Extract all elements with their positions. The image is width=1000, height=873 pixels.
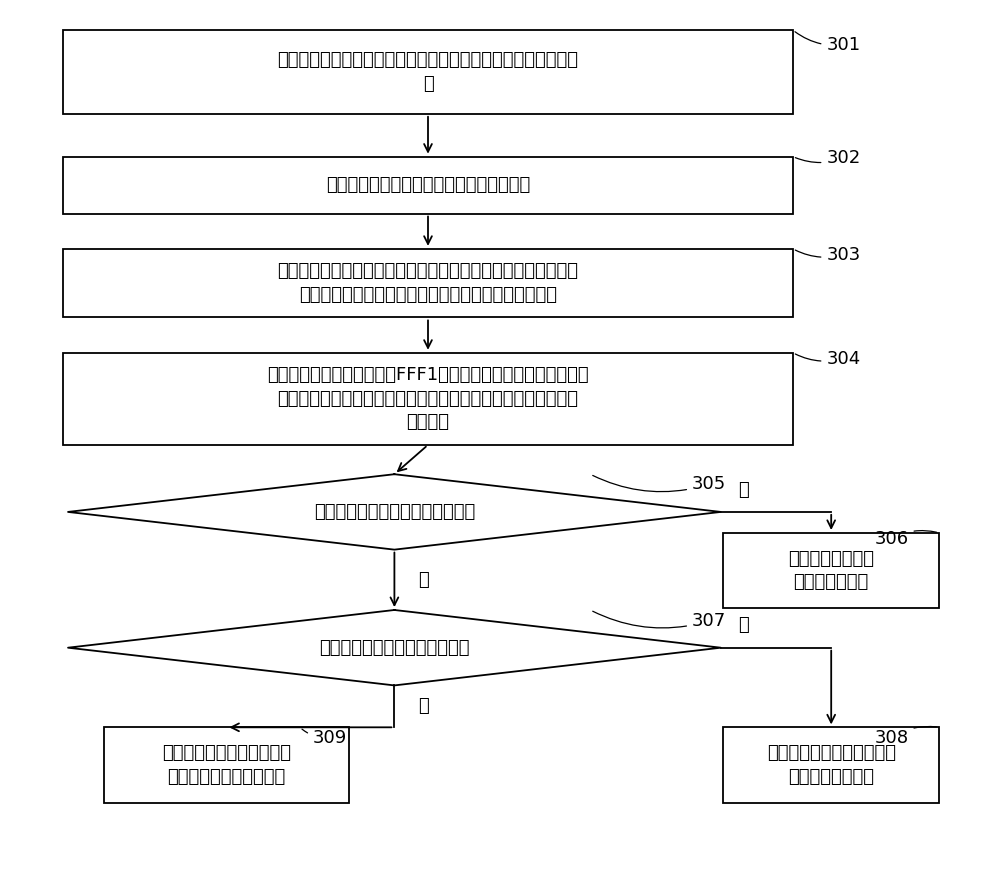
Text: 双连接小小区基站将现有用
户释放，接入双连接用户: 双连接小小区基站将现有用 户释放，接入双连接用户 [162, 744, 291, 786]
Polygon shape [68, 474, 721, 550]
Text: 是: 是 [418, 698, 429, 715]
Text: 宏小区基站将预留的双连接用户标识值范围指示给所有小小区基
站: 宏小区基站将预留的双连接用户标识值范围指示给所有小小区基 站 [278, 52, 578, 93]
Text: 宏小区基站从预留的双连接用户标识值范围中，为双连接用户分
配宏小区基站与双连接小小区基站共用的双连接标识值: 宏小区基站从预留的双连接用户标识值范围中，为双连接用户分 配宏小区基站与双连接小… [278, 262, 578, 304]
Text: 306: 306 [874, 530, 937, 547]
Bar [63, 353, 793, 445]
Polygon shape [68, 610, 721, 685]
Text: 宏小区基站接收双连接用户发来的接入请求: 宏小区基站接收双连接用户发来的接入请求 [326, 176, 530, 194]
Text: 309: 309 [302, 729, 347, 747]
Text: 双连接小小区基站向宏小区
基站反馈接入失败: 双连接小小区基站向宏小区 基站反馈接入失败 [767, 744, 896, 786]
Text: 304: 304 [795, 349, 861, 368]
Text: 判断该双连接标识值是否已被分配: 判断该双连接标识值是否已被分配 [314, 503, 475, 521]
Text: 否: 否 [738, 480, 749, 498]
Text: 305: 305 [593, 475, 726, 493]
Bar [63, 156, 793, 214]
Bar [63, 249, 793, 318]
Text: 307: 307 [593, 611, 726, 630]
Text: 301: 301 [795, 31, 861, 54]
Text: 否: 否 [738, 616, 749, 635]
Text: 判断双连接用户是否优先级较高: 判断双连接用户是否优先级较高 [319, 639, 470, 656]
Bar [63, 30, 793, 113]
Text: 308: 308 [874, 726, 936, 747]
Text: 双连接小小区基站
接入双连接用户: 双连接小小区基站 接入双连接用户 [788, 550, 874, 591]
Bar [723, 533, 939, 608]
Text: 是: 是 [418, 571, 429, 588]
Text: 宏小区基站将双连接标识值FFF1发送给双连接用户以及双连接小
小区基站，指示双连接小小区基站与宏小区基站共用分配的双连
接标识值: 宏小区基站将双连接标识值FFF1发送给双连接用户以及双连接小 小区基站，指示双连… [267, 366, 589, 431]
Bar [723, 727, 939, 803]
Bar [104, 727, 349, 803]
Text: 302: 302 [795, 149, 861, 168]
Text: 303: 303 [795, 245, 861, 264]
